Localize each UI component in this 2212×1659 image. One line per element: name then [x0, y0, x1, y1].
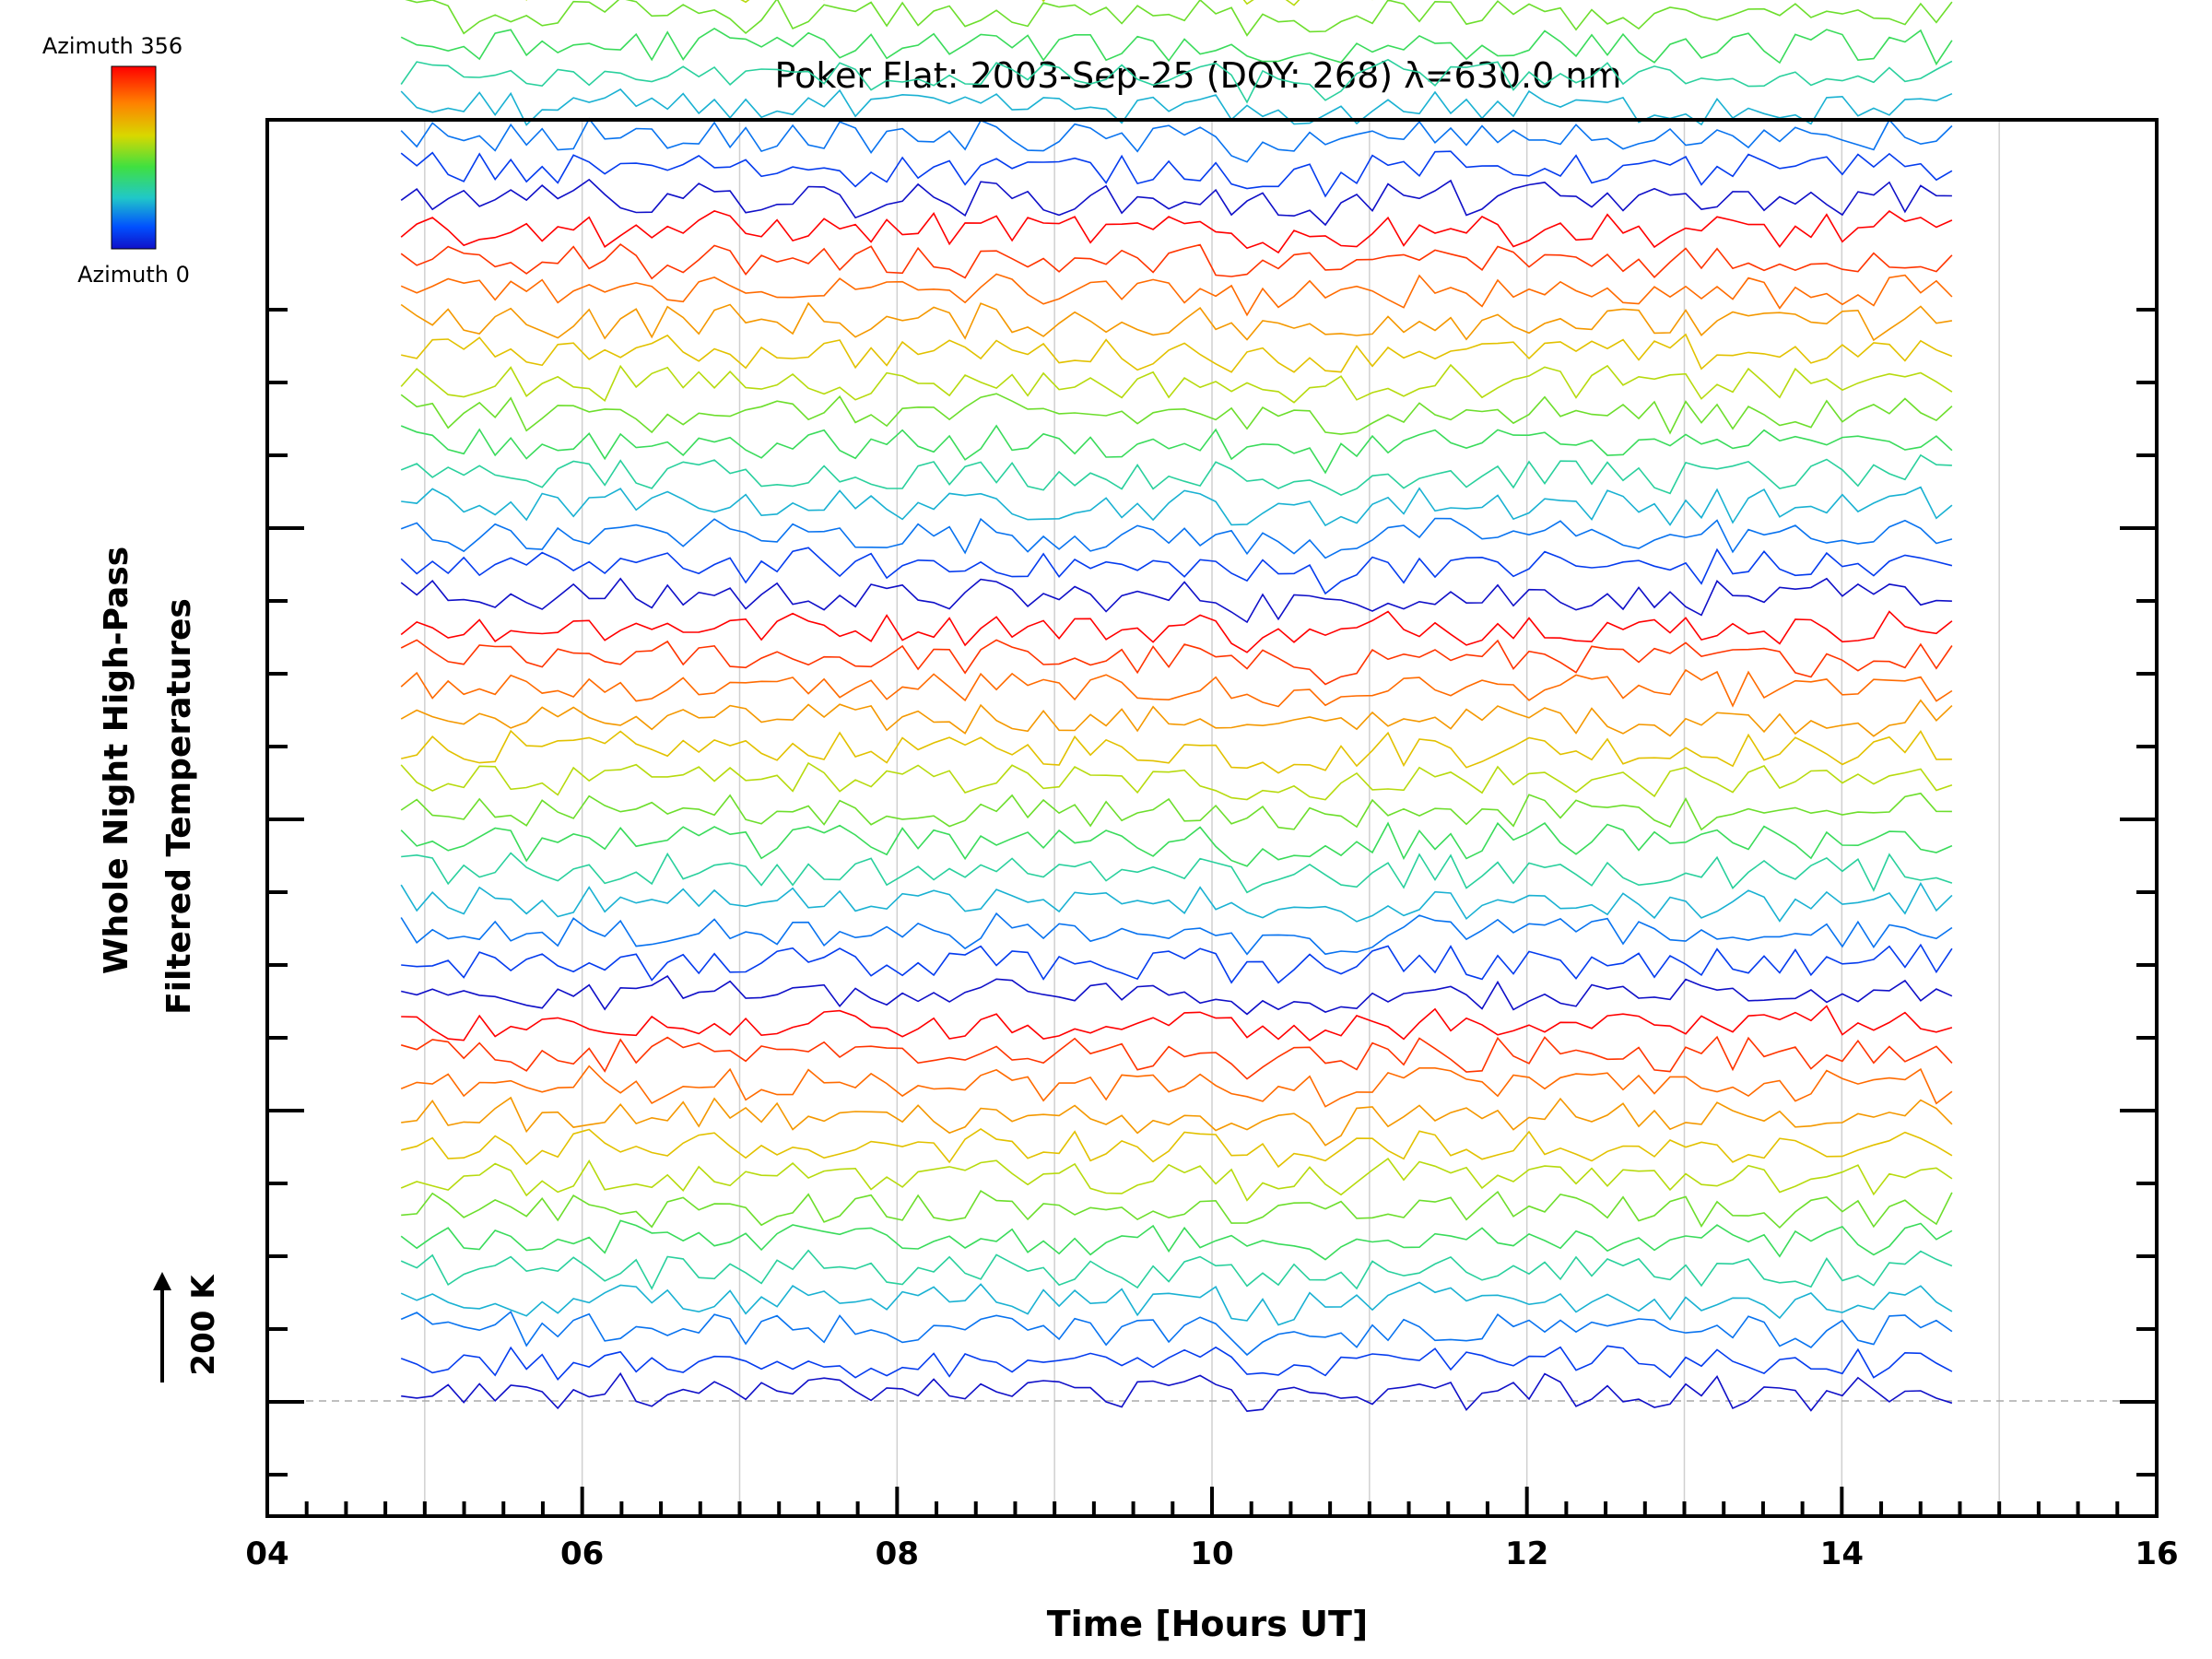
- axes: [265, 118, 2159, 1518]
- series-line: [401, 1371, 1953, 1412]
- series-line: [400, 453, 1952, 496]
- series-line: [400, 1219, 1953, 1261]
- series-line: [401, 486, 1953, 527]
- series-line: [400, 547, 1953, 595]
- series-line: [405, 0, 1953, 37]
- colorbar: [111, 65, 157, 250]
- series-line: [400, 150, 1953, 198]
- series-line: [400, 1311, 1953, 1357]
- series-line: [400, 424, 1953, 475]
- series-line: [400, 668, 1953, 708]
- series-line: [400, 363, 1953, 404]
- x-tick-label: 16: [2135, 1535, 2178, 1572]
- series-line: [400, 1065, 1953, 1108]
- series-line: [400, 393, 1953, 435]
- series-line: [400, 1281, 1953, 1326]
- series-line: [401, 975, 1953, 1016]
- series-line: [400, 639, 1953, 686]
- scale-arrow: [153, 1272, 171, 1382]
- scale-label: 200 K: [185, 1274, 222, 1376]
- series-line: [400, 273, 1953, 317]
- series-line: [401, 1005, 1953, 1041]
- x-tick-label: 04: [245, 1535, 288, 1572]
- series-line: [400, 610, 1953, 653]
- x-tick-label: 08: [876, 1535, 919, 1572]
- series-lines: [400, 0, 1953, 1412]
- chart-title: Poker Flat: 2003-Sep-25 (DOY: 268) λ=630…: [775, 55, 1622, 96]
- series-line: [400, 577, 1952, 624]
- series-line: [400, 301, 1953, 342]
- grid: [267, 120, 2157, 1516]
- series-line: [401, 852, 1953, 894]
- series-line: [400, 1157, 1953, 1202]
- x-axis-label: Time [Hours UT]: [1047, 1604, 1369, 1644]
- series-line: [400, 1035, 1953, 1080]
- x-tick-label: 12: [1505, 1535, 1548, 1572]
- colorbar-bottom-label: Azimuth 0: [77, 262, 190, 288]
- series-line: [400, 821, 1953, 867]
- series-line: [400, 881, 1953, 923]
- series-line: [400, 58, 1953, 104]
- series-line: [400, 27, 1953, 66]
- series-line: [401, 943, 1953, 984]
- series-line: [400, 792, 1952, 831]
- y-axis-label-line1: Whole Night High-Pass: [98, 547, 135, 974]
- series-line: [400, 1249, 1953, 1290]
- series-line: [401, 729, 1952, 774]
- series-line: [401, 1096, 1953, 1147]
- series-line: [400, 912, 1953, 956]
- series-line: [400, 209, 1953, 254]
- series-line: [400, 242, 1953, 280]
- series-line: [401, 1189, 1953, 1230]
- colorbar-top-label: Azimuth 356: [42, 33, 182, 59]
- series-line: [400, 1345, 1953, 1382]
- series-line: [400, 517, 1953, 559]
- series-line: [400, 117, 1953, 163]
- series-line: [400, 699, 1953, 737]
- x-tick-label: 14: [1820, 1535, 1864, 1572]
- x-tick-label: 10: [1190, 1535, 1233, 1572]
- series-line: [401, 1128, 1953, 1169]
- series-line: [400, 178, 1952, 227]
- x-tick-labels: 04 06 08 10 12 14 16: [245, 1535, 2178, 1572]
- series-line: [401, 333, 1953, 373]
- x-tick-label: 06: [560, 1535, 604, 1572]
- series-line: [400, 761, 1953, 801]
- y-axis-label-line2: Filtered Temperatures: [160, 598, 198, 1015]
